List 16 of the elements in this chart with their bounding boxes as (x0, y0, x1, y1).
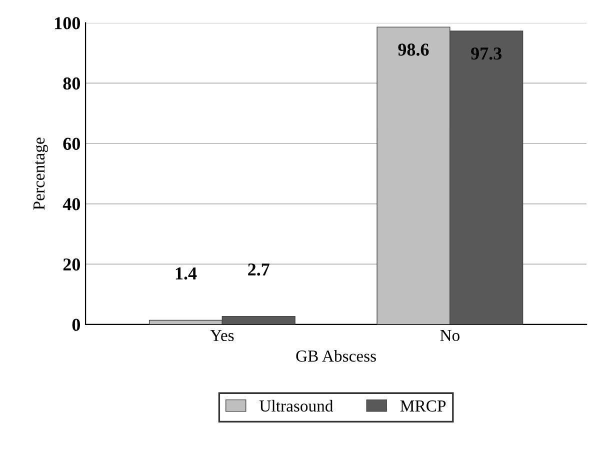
y-tick-label: 80 (63, 77, 80, 90)
x-tick-label: Yes (210, 330, 234, 342)
data-label: 1.4 (176, 267, 197, 280)
y-tick-label: 40 (62, 198, 80, 210)
y-tick-label: 100 (55, 17, 80, 30)
data-label: 2.7 (248, 263, 270, 276)
data-label: 97.3 (471, 48, 502, 60)
data-label: 98.6 (398, 44, 429, 56)
legend-label: Ultrasound (260, 400, 334, 412)
y-tick-label: 20 (63, 258, 80, 271)
legend-label: MRCP (400, 400, 446, 412)
y-axis-title: Percentage (34, 138, 48, 210)
y-tick-label: 0 (72, 318, 80, 331)
x-tick-label: No (440, 330, 460, 342)
y-tick-label: 60 (63, 138, 80, 150)
x-axis-title: GB Abscess (296, 350, 376, 362)
